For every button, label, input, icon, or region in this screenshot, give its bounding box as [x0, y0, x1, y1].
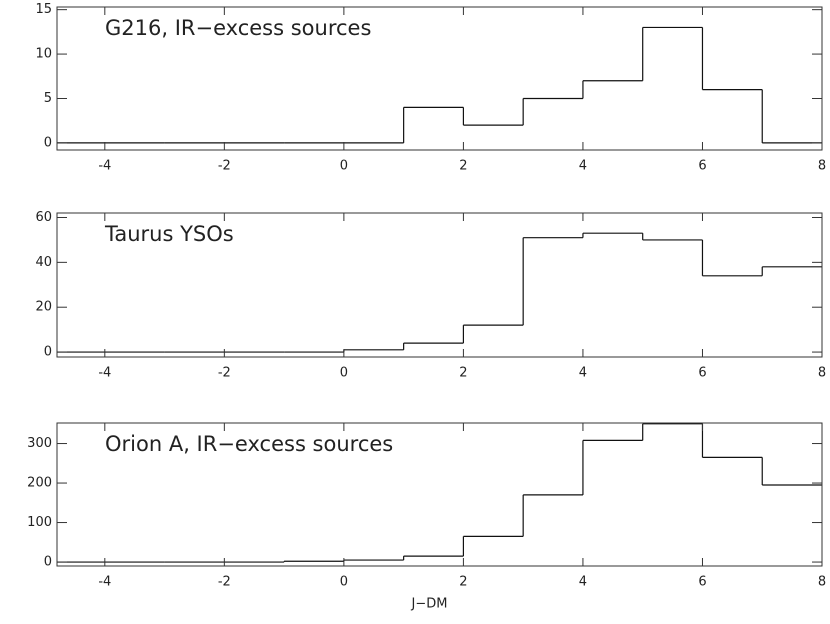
x-tick-label: -2	[218, 575, 231, 590]
x-tick-label: 4	[579, 366, 587, 381]
x-tick-label: 8	[818, 366, 826, 381]
histogram	[57, 26, 822, 144]
histogram	[57, 232, 822, 353]
x-tick-label: 0	[340, 159, 348, 174]
x-tick-label: 8	[818, 575, 826, 590]
x-tick-label: 6	[698, 575, 706, 590]
x-tick-label: 6	[698, 159, 706, 174]
y-tick-label: 60	[35, 210, 52, 225]
plot-frame	[56, 422, 823, 567]
y-tick-label: 0	[44, 555, 52, 570]
x-tick-label: 0	[340, 575, 348, 590]
x-tick-label: 0	[340, 366, 348, 381]
y-tick-label: 100	[27, 515, 52, 530]
y-tick-label: 40	[35, 255, 52, 270]
plot-frame	[56, 212, 823, 358]
x-tick-label: -2	[218, 366, 231, 381]
panel: -4 -2 0 2 4 6 8 0 5 10 15 G216, IR−excess sources	[35, 2, 826, 173]
panel: -4 -2 0 2 4 6 8 0 100 200 300 Orion A, IR−excess so…	[27, 422, 826, 612]
y-tick-label: 200	[27, 476, 52, 491]
x-tick-label: 6	[698, 366, 706, 381]
x-axis-label: J−DM	[411, 597, 448, 612]
y-tick-label: 20	[35, 300, 52, 315]
annotation: Orion A, IR−excess sources	[105, 432, 393, 456]
y-tick-label: 15	[35, 2, 52, 17]
panel: -4 -2 0 2 4 6 8 0 20 40 60 Taurus YSOs	[35, 210, 826, 381]
x-tick-label: -2	[218, 159, 231, 174]
histogram	[57, 423, 822, 563]
annotation: G216, IR−excess sources	[105, 16, 371, 40]
x-tick-label: -4	[98, 575, 111, 590]
y-tick-label: 0	[44, 135, 52, 150]
y-tick-label: 300	[27, 436, 52, 451]
x-tick-label: -4	[98, 159, 111, 174]
x-tick-label: 4	[579, 575, 587, 590]
plot-frame	[56, 6, 823, 151]
y-tick-label: 5	[44, 91, 52, 106]
x-tick-label: 4	[579, 159, 587, 174]
annotation: Taurus YSOs	[104, 222, 234, 246]
x-tick-label: 2	[459, 159, 467, 174]
y-tick-label: 0	[44, 345, 52, 360]
y-tick-label: 10	[35, 47, 52, 62]
x-tick-label: -4	[98, 366, 111, 381]
x-tick-label: 2	[459, 366, 467, 381]
x-tick-label: 8	[818, 159, 826, 174]
x-tick-label: 2	[459, 575, 467, 590]
